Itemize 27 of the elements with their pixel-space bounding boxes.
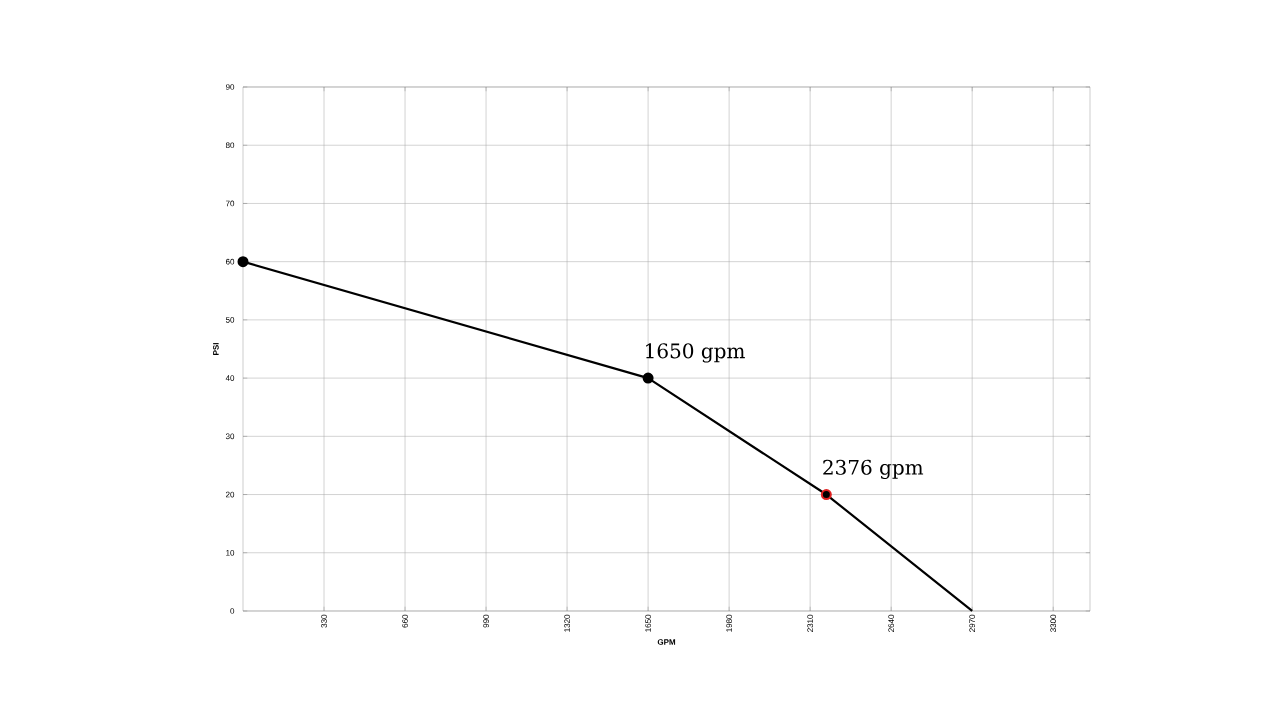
x-tick-label: 2970	[969, 614, 975, 632]
y-tick-label: 70	[225, 200, 235, 207]
x-tick-label: 1980	[726, 614, 732, 632]
y-tick-label: 20	[225, 491, 235, 498]
x-axis-title: GPM	[657, 639, 676, 645]
y-tick-label: 10	[226, 549, 235, 556]
x-tick-label: 2640	[888, 614, 894, 632]
x-tick-label: 1320	[564, 614, 570, 632]
y-tick-label: 80	[225, 142, 235, 149]
x-tick-label: 660	[402, 614, 408, 628]
y-tick-label: 30	[225, 433, 235, 440]
annotation: 1650 gpm	[646, 343, 745, 363]
x-tick-label: 3300	[1050, 614, 1057, 633]
y-tick-label: 0	[230, 608, 235, 614]
annotation: 2376 gpm	[823, 459, 924, 480]
x-tick-label: 990	[483, 614, 489, 628]
x-tick-label: 330	[321, 614, 327, 628]
y-tick-label: 90	[225, 84, 235, 90]
y-tick-label: 60	[225, 258, 235, 265]
x-tick-label: 2310	[807, 614, 813, 632]
x-tick-label: 1650	[645, 614, 651, 632]
point	[820, 489, 832, 501]
point	[642, 372, 654, 384]
point	[237, 256, 249, 268]
y-tick-label: 50	[225, 317, 235, 323]
y-axis-title: PSI	[213, 343, 219, 355]
y-tick-label: 40	[225, 375, 235, 381]
